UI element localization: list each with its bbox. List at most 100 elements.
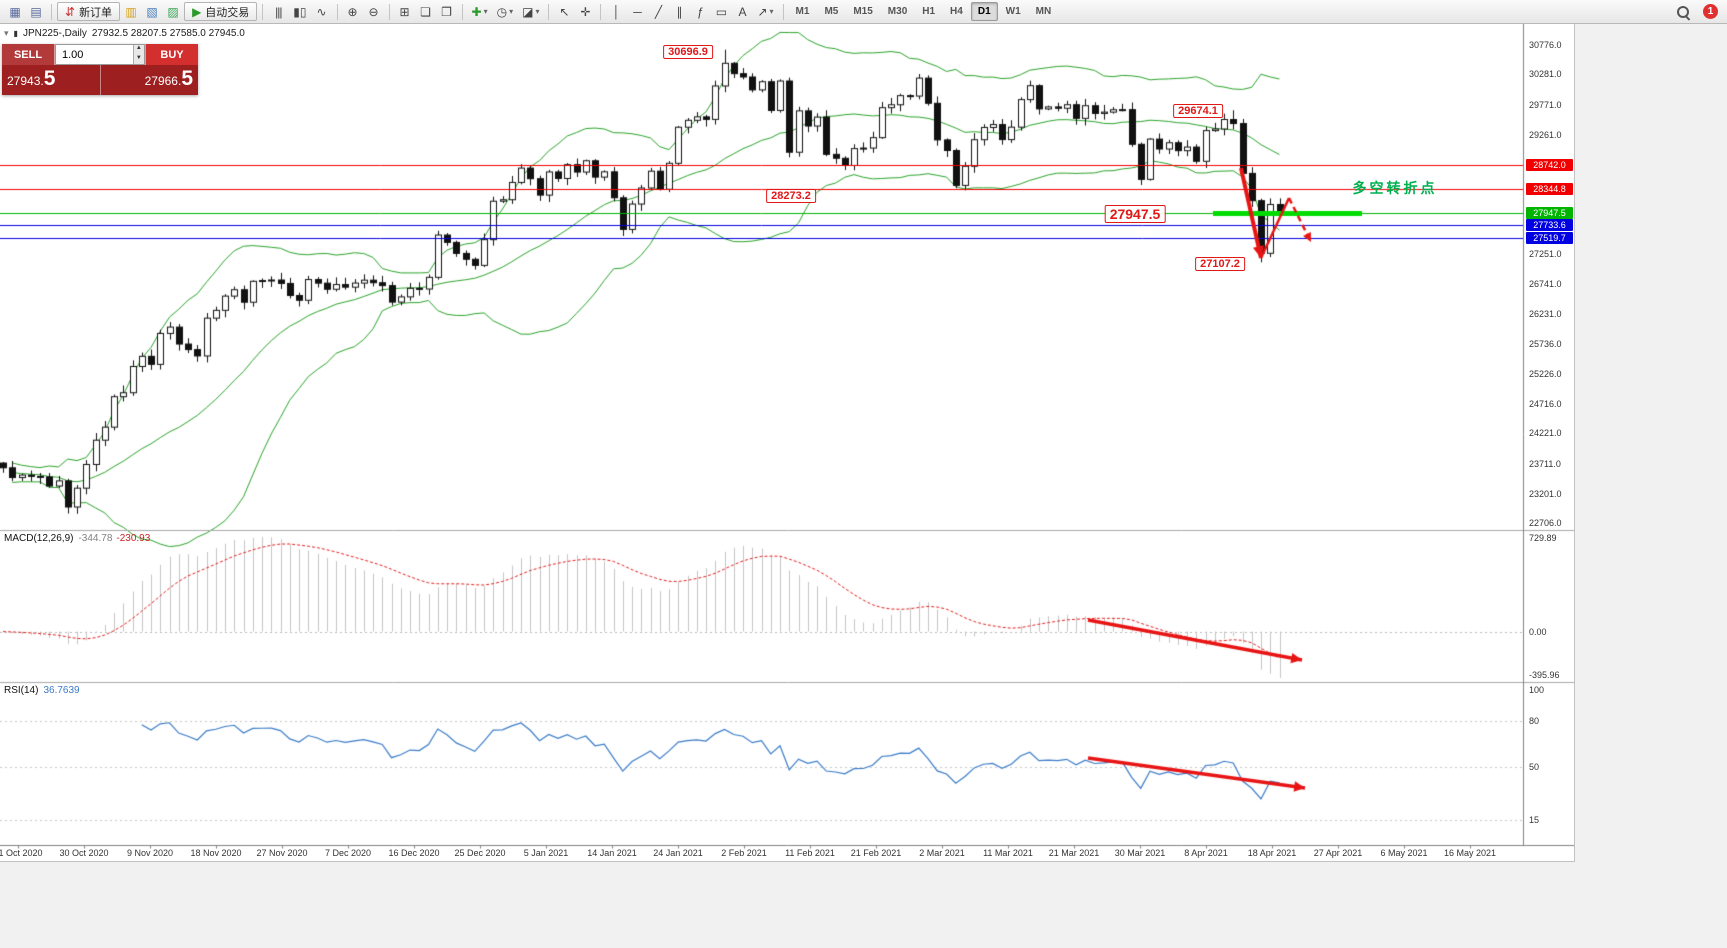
toolbar: ▦ ▤ ⇵ 新订单 ▥ ▧ ▨ ▶ 自动交易 ||| ▮▯ ∿ ⊕ ⊖ ⊞ ❏ ❐ ✚ ▾ ◷ ▾ ◪ ▾ ↖ ✛ │ ─ ╱ ∥ ƒ ▭ A…	[0, 0, 1727, 24]
toolbar-separator	[548, 3, 550, 20]
text-tool-button[interactable]: A	[732, 2, 752, 21]
cursor-icon: ↖	[559, 4, 570, 19]
symbol-ohlc: 27932.5 28207.5 27585.0 27945.0	[91, 28, 245, 39]
price-axis-label: 24221.0	[1529, 428, 1562, 439]
autotrading-button-label: 自动交易	[205, 6, 250, 19]
date-axis-label: 18 Nov 2020	[190, 848, 242, 858]
macd-scale-label: 0.00	[1529, 626, 1547, 637]
timeframe-h1[interactable]: H1	[922, 6, 936, 17]
cascade-windows-button[interactable]: ❏	[416, 2, 436, 21]
date-axis-label: 30 Mar 2021	[1114, 848, 1166, 858]
price-axis-label: 30281.0	[1529, 69, 1562, 80]
templates-icon: ◪	[522, 4, 534, 19]
sell-button[interactable]: SELL	[2, 44, 55, 65]
zoom-out-button[interactable]: ⊖	[364, 2, 384, 21]
toolbar-separator	[388, 3, 390, 20]
vertical-line-button[interactable]: │	[606, 2, 626, 21]
zoom-in-button[interactable]: ⊕	[343, 2, 363, 21]
deposit-button[interactable]: ▥	[121, 2, 141, 21]
timeframe-m15[interactable]: M15	[853, 6, 873, 17]
date-axis-label: 11 Feb 2021	[785, 848, 835, 858]
cursor-button[interactable]: ↖	[554, 2, 574, 21]
timeframe-m1[interactable]: M1	[795, 6, 810, 17]
indicators-button[interactable]: ✚ ▾	[468, 2, 492, 21]
toolbar-separator	[51, 3, 52, 20]
trendline-button[interactable]: ╱	[648, 2, 668, 21]
deposit-icon: ▥	[125, 4, 137, 19]
horizontal-line-button[interactable]: ─	[627, 2, 647, 21]
volume-down-icon[interactable]: ▼	[133, 54, 144, 64]
toolbar-separator	[262, 3, 264, 20]
price-line-tag: 28742.0	[1526, 159, 1573, 172]
buy-button[interactable]: BUY	[145, 44, 198, 65]
toolbar-separator	[782, 3, 784, 20]
chart-bars-button[interactable]: |||	[268, 2, 288, 21]
crosshair-icon: ✛	[580, 4, 591, 19]
rebound-high-label[interactable]: 29674.1	[1173, 104, 1223, 118]
new-order-button-label: 新订单	[79, 6, 113, 19]
chart-line-icon: ∿	[316, 4, 327, 19]
periods-icon: ◷	[496, 4, 508, 19]
chart-canvas[interactable]	[0, 24, 1574, 861]
price-line-tag: 28344.8	[1526, 183, 1573, 196]
accounts-button[interactable]: ▧	[142, 2, 162, 21]
volume-up-icon[interactable]: ▲	[133, 45, 144, 55]
buy-price[interactable]: 27966. 5	[99, 65, 199, 95]
rsi-scale-label: 100	[1529, 685, 1545, 695]
pivot-note-text[interactable]: 多空转折点	[1352, 180, 1438, 196]
horizontal-line-icon: ─	[633, 4, 642, 19]
sell-button-label: SELL	[13, 48, 43, 61]
timeframe-m30[interactable]: M30	[887, 6, 908, 17]
resistance-label[interactable]: 28273.2	[766, 189, 816, 203]
timeframe-w1[interactable]: W1	[1005, 6, 1021, 17]
candlestick-icon: ▮	[13, 29, 18, 38]
templates-button[interactable]: ◪ ▾	[518, 2, 543, 21]
arrow-tool-button[interactable]: ↗ ▾	[753, 2, 777, 21]
crosshair-button[interactable]: ✛	[575, 2, 595, 21]
rsi-scale-label: 80	[1529, 715, 1540, 726]
sell-price[interactable]: 27943. 5	[7, 67, 56, 90]
notification-badge[interactable]: 1	[1703, 4, 1718, 19]
peak-high-label[interactable]: 30696.9	[663, 45, 713, 59]
periods-button[interactable]: ◷ ▾	[493, 2, 518, 21]
timeframe-h4[interactable]: H4	[950, 6, 963, 17]
chart-window-button[interactable]: ▦	[5, 2, 25, 21]
shapes-icon: ▭	[715, 4, 728, 19]
volume-stepper: ▲ ▼	[132, 45, 144, 64]
price-line-tag: 27733.6	[1526, 219, 1573, 232]
date-axis-label: 7 Dec 2020	[324, 848, 372, 858]
volume-input[interactable]	[56, 45, 133, 64]
price-axis-label: 25226.0	[1529, 368, 1562, 379]
price-axis-label: 26741.0	[1529, 279, 1562, 290]
pivot-price-label[interactable]: 27947.5	[1104, 205, 1166, 223]
cascade-windows-icon: ❏	[420, 4, 431, 19]
timeframe-mn[interactable]: MN	[1035, 6, 1052, 17]
fibonacci-icon: ƒ	[697, 4, 704, 19]
date-axis-label: 16 May 2021	[1443, 848, 1497, 858]
timeframe-m5[interactable]: M5	[824, 6, 839, 17]
shapes-button[interactable]: ▭	[711, 2, 731, 21]
chevron-down-icon: ▾	[509, 7, 514, 16]
arrange-windows-button[interactable]: ❐	[437, 2, 457, 21]
date-axis-label: 2 Feb 2021	[721, 848, 767, 858]
tile-windows-button[interactable]: ⊞	[395, 2, 415, 21]
zoom-in-icon: ⊕	[347, 4, 358, 19]
channel-button[interactable]: ∥	[669, 2, 689, 21]
fibonacci-button[interactable]: ƒ	[690, 2, 710, 21]
market-icon: ▨	[167, 4, 179, 19]
date-axis-label: 21 Mar 2021	[1048, 848, 1100, 858]
tick-chart-button[interactable]: ▤	[26, 2, 46, 21]
buy-button-label: BUY	[160, 48, 184, 61]
indicators-icon: ✚	[471, 4, 482, 19]
collapse-icon[interactable]: ▾	[4, 28, 9, 38]
chart-candles-button[interactable]: ▮▯	[289, 2, 310, 21]
crash-low-label[interactable]: 27107.2	[1195, 257, 1245, 271]
chart-line-button[interactable]: ∿	[312, 2, 332, 21]
search-icon[interactable]	[1675, 4, 1691, 20]
arrow-tool-icon: ↗	[757, 4, 768, 19]
new-order-button[interactable]: ⇵ 新订单	[57, 2, 121, 21]
market-button[interactable]: ▨	[163, 2, 183, 21]
price-axis-label: 24716.0	[1529, 398, 1562, 409]
autotrading-button[interactable]: ▶ 自动交易	[184, 2, 258, 21]
timeframe-d1[interactable]: D1	[970, 2, 998, 21]
